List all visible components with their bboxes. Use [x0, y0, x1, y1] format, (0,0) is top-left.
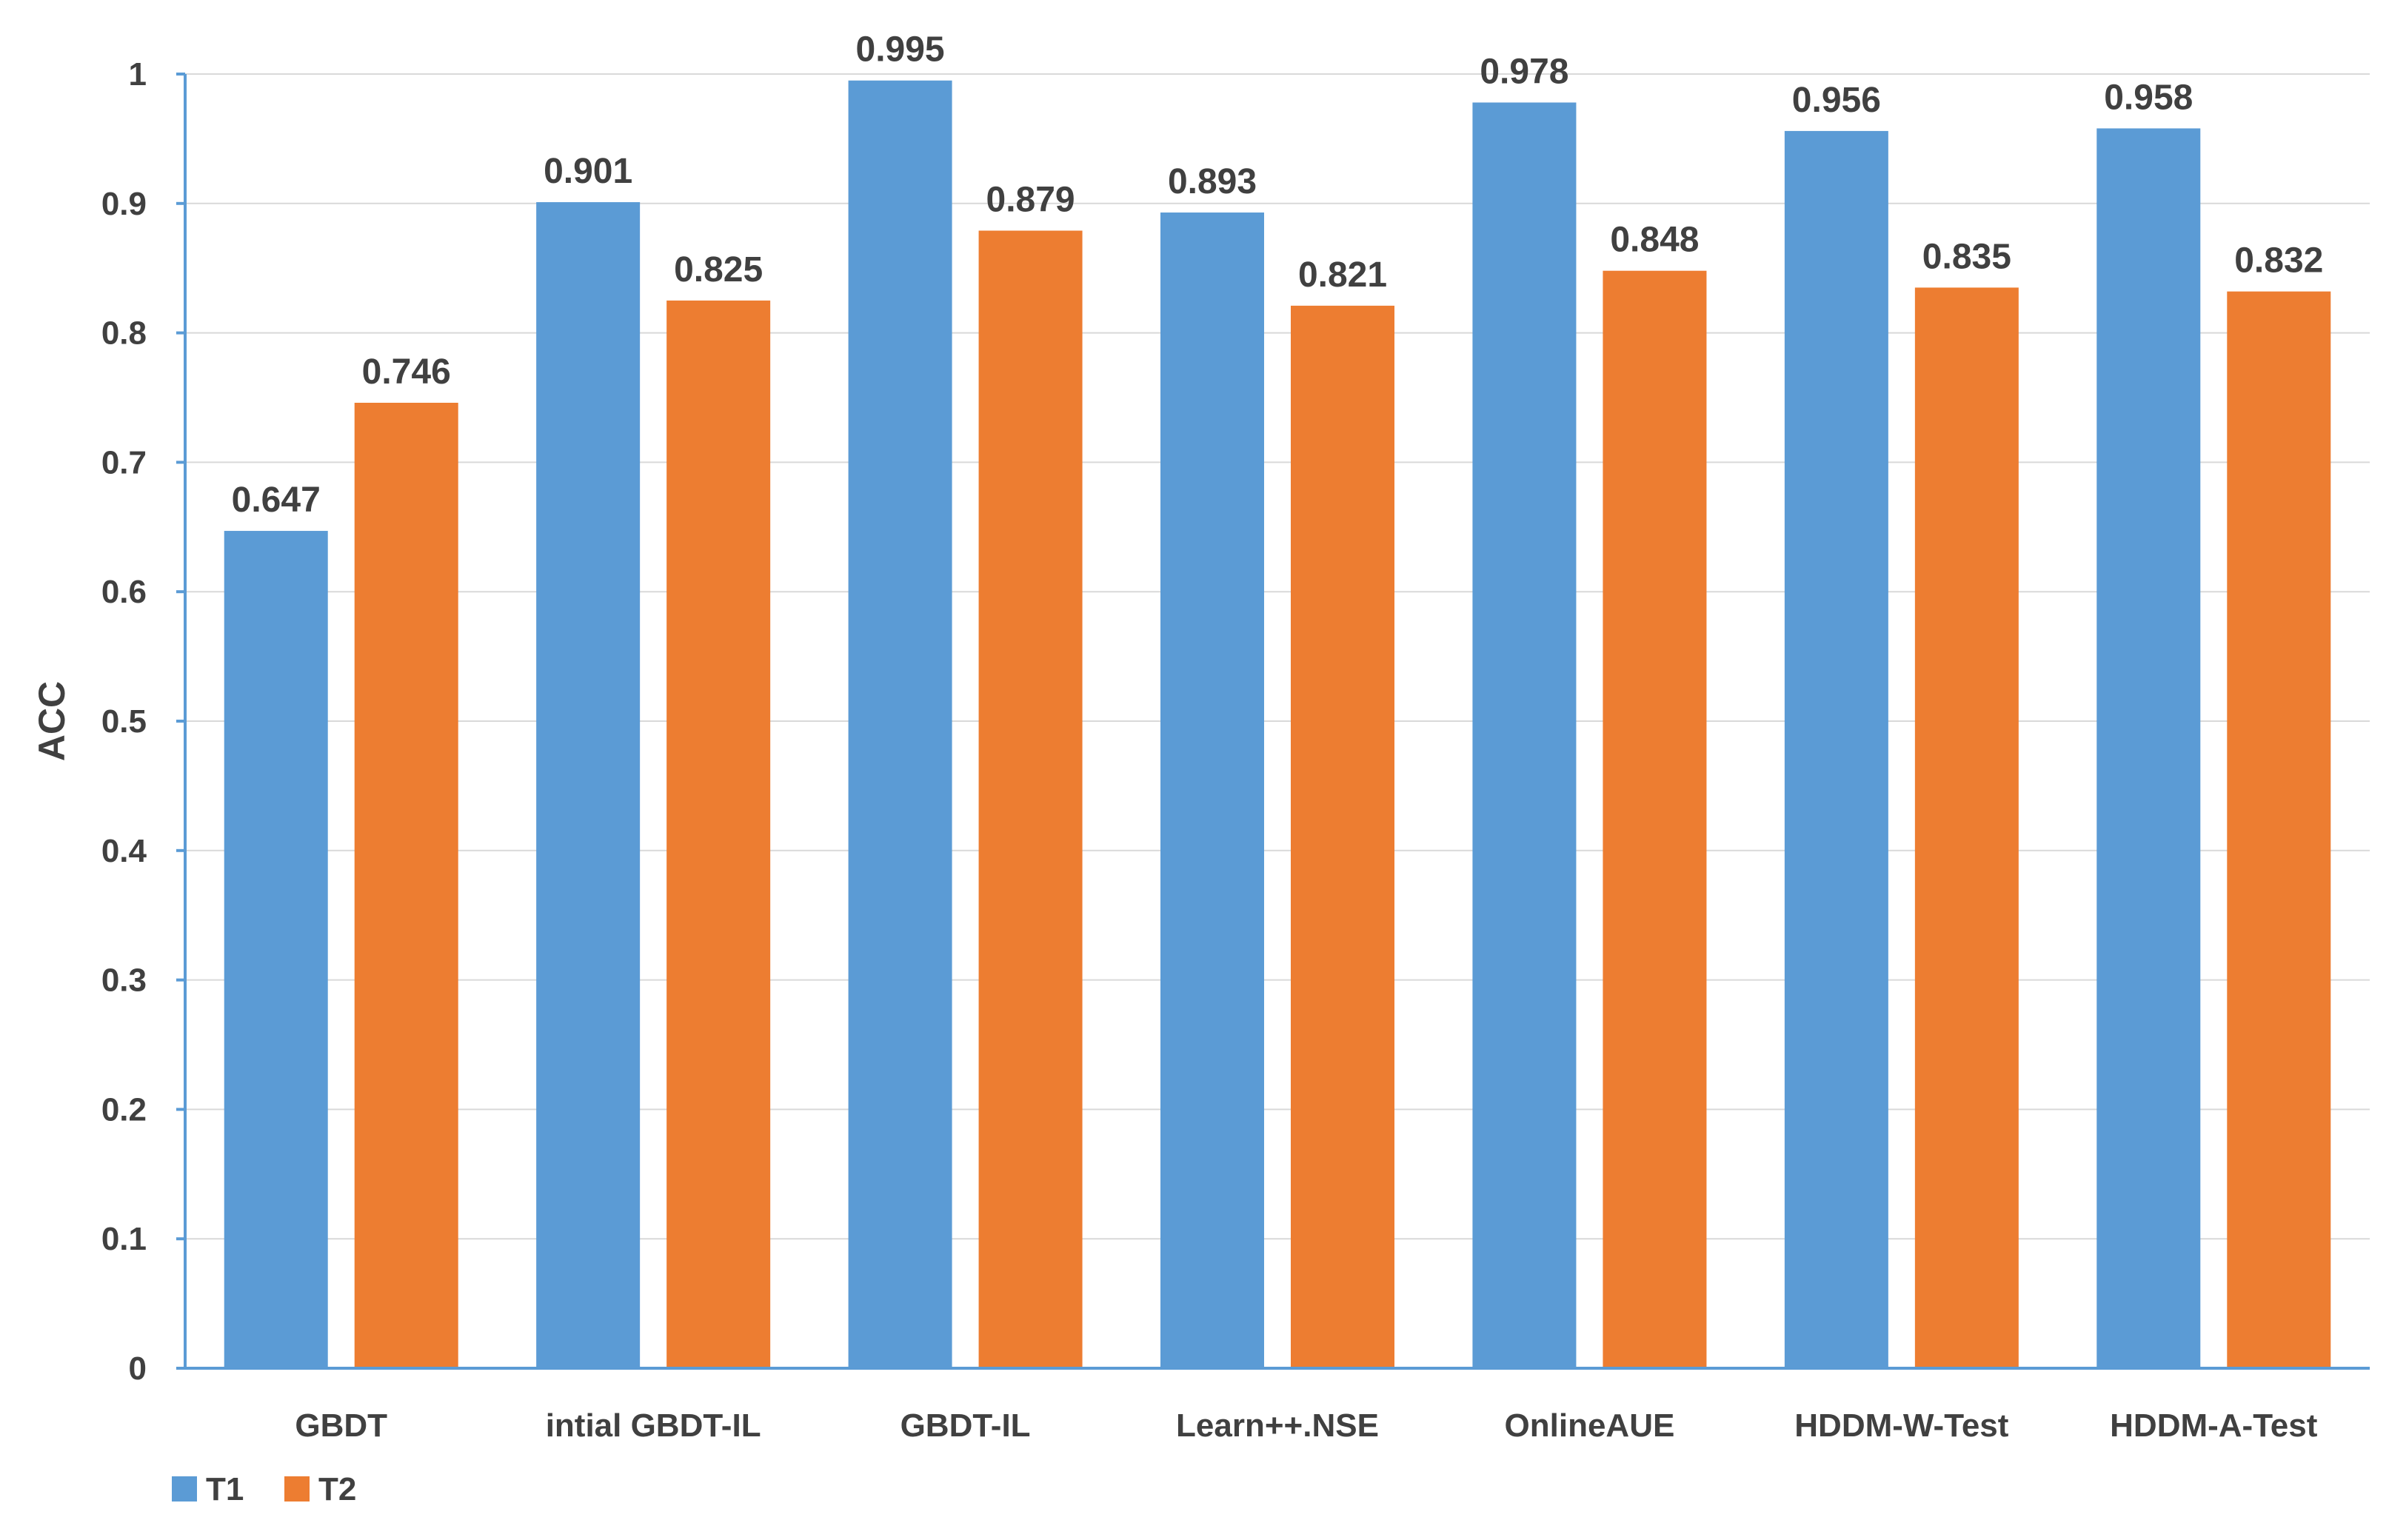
x-tick-label: GBDT-IL — [901, 1407, 1031, 1444]
legend: T1 T2 — [172, 1471, 356, 1507]
data-label: 0.746 — [362, 352, 451, 392]
bar-t2 — [978, 230, 1083, 1368]
bar-t2 — [354, 402, 458, 1369]
y-tick-label: 0.7 — [101, 444, 147, 481]
bars — [224, 80, 2331, 1369]
x-tick-label: HDDM-W-Test — [1794, 1407, 2008, 1444]
y-tick-label: 0.6 — [101, 574, 147, 610]
x-tick-label: GBDT — [295, 1407, 387, 1444]
bar-t1 — [536, 202, 641, 1368]
y-tick-label: 0.3 — [101, 962, 147, 999]
data-label: 0.956 — [1792, 81, 1881, 120]
bar-t2 — [1914, 287, 2019, 1368]
bar-t2 — [666, 300, 771, 1368]
legend-label-t1: T1 — [206, 1471, 244, 1507]
x-tick-label: intial GBDT-IL — [546, 1407, 761, 1444]
legend-swatch-t2 — [284, 1476, 310, 1502]
bar-t1 — [848, 80, 952, 1369]
y-tick-label: 0.8 — [101, 315, 147, 352]
data-label: 0.879 — [986, 181, 1075, 220]
y-axis-title: ACC — [31, 681, 73, 761]
gridlines — [185, 73, 2370, 1240]
bar-t2 — [1603, 270, 1707, 1368]
y-tick-label: 1 — [129, 56, 147, 93]
data-label: 0.835 — [1922, 237, 2011, 276]
bar-t1 — [1160, 212, 1264, 1368]
y-tick-label: 0.9 — [101, 186, 147, 222]
bar-t1 — [2096, 128, 2201, 1368]
y-tick-label: 0.4 — [101, 833, 147, 869]
data-label: 0.647 — [232, 481, 321, 520]
data-labels: 0.647 0.746 0.901 0.825 0.995 0.879 0.893 0.821… — [232, 30, 2324, 520]
x-tick-label: HDDM-A-Test — [2110, 1407, 2318, 1444]
data-label: 0.848 — [1610, 221, 1699, 260]
legend-label-t2: T2 — [318, 1471, 356, 1507]
y-tick-label: 0.5 — [101, 703, 147, 740]
axes: 0 0.1 0.2 0.3 0.4 0.5 0.6 0.7 0.8 0.9 1 GBDT intial … — [101, 56, 2370, 1444]
bar-t2 — [2227, 291, 2331, 1368]
legend-swatch-t1 — [172, 1476, 197, 1502]
y-tick-label: 0 — [129, 1350, 147, 1387]
data-label: 0.832 — [2234, 241, 2323, 281]
data-label: 0.821 — [1298, 255, 1387, 295]
x-tick-label: OnlineAUE — [1505, 1407, 1675, 1444]
y-tick-label: 0.2 — [101, 1091, 147, 1128]
data-label: 0.825 — [674, 250, 763, 289]
data-label: 0.958 — [2104, 78, 2193, 117]
bar-t1 — [1784, 130, 1888, 1369]
bar-t1 — [1472, 102, 1577, 1368]
data-label: 0.893 — [1168, 162, 1257, 201]
data-label: 0.995 — [856, 30, 945, 70]
data-label: 0.901 — [544, 152, 632, 191]
x-tick-label: Learn++.NSE — [1176, 1407, 1379, 1444]
bar-t1 — [224, 531, 328, 1369]
bar-t2 — [1291, 305, 1394, 1369]
y-tick-label: 0.1 — [101, 1221, 147, 1257]
data-label: 0.978 — [1480, 52, 1568, 91]
